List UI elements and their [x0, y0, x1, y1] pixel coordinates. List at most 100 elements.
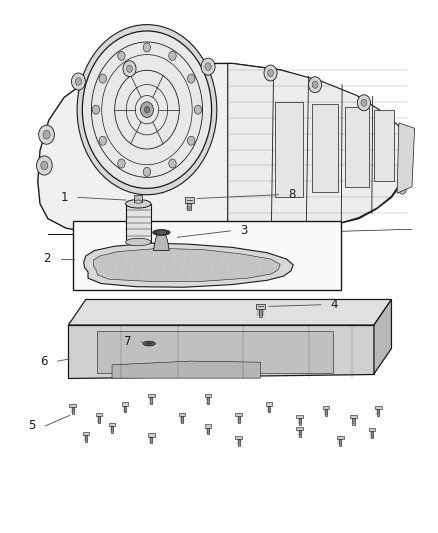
Text: 2: 2	[43, 252, 51, 265]
Bar	[237, 416, 240, 423]
Circle shape	[127, 65, 132, 72]
Bar	[122, 402, 128, 406]
Circle shape	[187, 136, 195, 146]
Bar	[72, 407, 74, 414]
Bar	[187, 203, 191, 210]
Circle shape	[82, 31, 212, 188]
Bar	[353, 418, 355, 425]
Circle shape	[99, 136, 106, 146]
Circle shape	[143, 43, 151, 52]
Circle shape	[77, 25, 217, 195]
Bar	[73, 221, 341, 290]
Ellipse shape	[143, 341, 155, 346]
Polygon shape	[112, 361, 261, 378]
Bar	[205, 394, 212, 397]
Bar	[205, 424, 212, 427]
Bar	[109, 423, 115, 426]
Polygon shape	[38, 63, 411, 235]
Circle shape	[36, 156, 52, 175]
Bar	[134, 195, 142, 201]
Bar	[97, 332, 332, 373]
Circle shape	[141, 102, 153, 118]
Circle shape	[118, 159, 125, 168]
Bar	[299, 430, 301, 437]
Circle shape	[145, 107, 149, 113]
Circle shape	[187, 74, 195, 83]
Circle shape	[75, 78, 81, 85]
Bar	[325, 409, 327, 416]
Bar	[337, 436, 344, 439]
Bar	[345, 107, 369, 187]
Bar	[268, 406, 270, 413]
Bar	[374, 110, 394, 181]
Bar	[266, 402, 272, 406]
Bar	[111, 426, 113, 433]
Circle shape	[123, 61, 136, 77]
Bar	[185, 198, 194, 203]
Bar	[207, 427, 209, 434]
Text: 8: 8	[288, 188, 295, 201]
Bar	[339, 439, 342, 446]
Circle shape	[201, 58, 215, 75]
Bar	[368, 428, 375, 431]
Bar	[181, 416, 183, 423]
Bar	[82, 432, 89, 435]
Circle shape	[41, 161, 48, 170]
Polygon shape	[153, 233, 169, 251]
Bar	[258, 309, 262, 317]
Bar	[207, 397, 209, 404]
Bar	[371, 431, 373, 438]
Ellipse shape	[152, 230, 170, 236]
Circle shape	[71, 73, 85, 90]
Circle shape	[402, 156, 410, 165]
Polygon shape	[93, 248, 280, 281]
Bar	[299, 418, 301, 425]
Bar	[235, 413, 242, 416]
Text: 1: 1	[61, 191, 68, 204]
Bar	[377, 409, 379, 416]
Polygon shape	[374, 300, 392, 374]
Ellipse shape	[134, 200, 142, 203]
Bar	[150, 397, 152, 404]
Circle shape	[99, 74, 106, 83]
Bar	[350, 415, 357, 418]
Bar	[148, 394, 155, 397]
Circle shape	[39, 125, 54, 144]
Bar	[126, 204, 151, 242]
Bar	[297, 427, 303, 430]
Bar	[235, 436, 242, 439]
Circle shape	[308, 77, 321, 93]
Ellipse shape	[126, 238, 151, 246]
Text: 3: 3	[240, 224, 247, 237]
Bar	[148, 433, 155, 437]
Circle shape	[399, 184, 406, 194]
Circle shape	[118, 51, 125, 60]
Text: 5: 5	[28, 419, 35, 432]
Ellipse shape	[126, 199, 151, 208]
Bar	[323, 406, 329, 409]
Bar	[375, 406, 381, 409]
Circle shape	[43, 131, 50, 139]
Polygon shape	[84, 243, 293, 287]
Bar	[275, 102, 303, 197]
Bar	[85, 435, 87, 442]
Circle shape	[194, 105, 202, 114]
Circle shape	[169, 159, 176, 168]
Circle shape	[169, 51, 176, 60]
Bar	[124, 406, 126, 413]
Circle shape	[264, 65, 277, 81]
Circle shape	[357, 95, 371, 111]
Circle shape	[361, 99, 367, 107]
Circle shape	[205, 63, 211, 70]
Bar	[311, 104, 338, 192]
Text: 4: 4	[330, 298, 338, 311]
Circle shape	[143, 167, 151, 176]
Text: 7: 7	[124, 335, 132, 349]
Ellipse shape	[156, 231, 166, 234]
Circle shape	[401, 126, 409, 136]
Bar	[98, 416, 100, 423]
Polygon shape	[397, 123, 415, 193]
Polygon shape	[228, 63, 411, 233]
Polygon shape	[68, 325, 374, 378]
Circle shape	[92, 105, 99, 114]
